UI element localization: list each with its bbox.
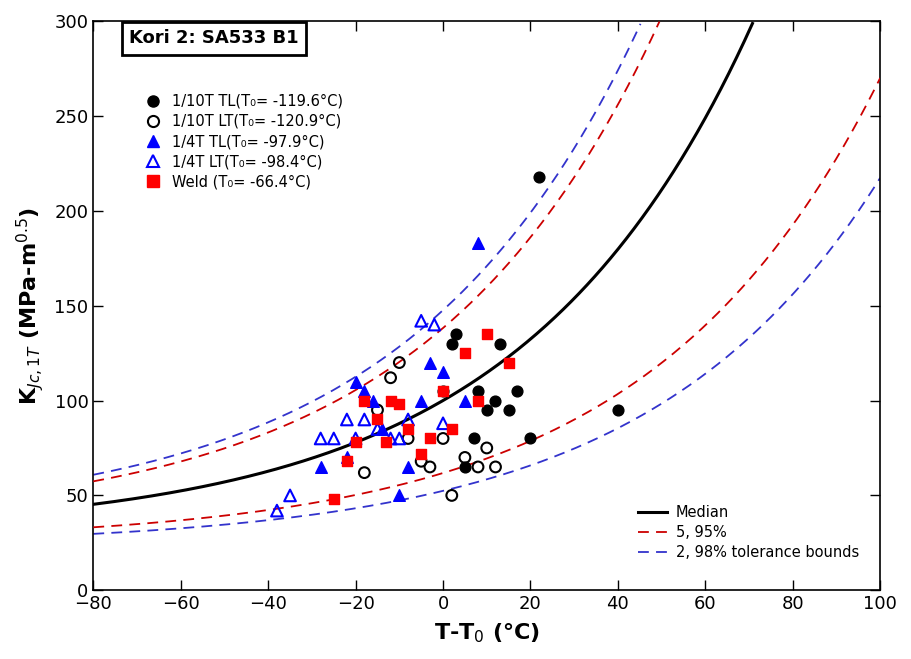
Point [357, 467, 372, 478]
Point [445, 490, 459, 501]
Point [479, 443, 494, 453]
Legend: Median, 5, 95%, 2, 98% tolerance bounds: Median, 5, 95%, 2, 98% tolerance bounds [632, 499, 865, 566]
Point [457, 348, 472, 358]
Point [340, 452, 354, 463]
Point [466, 433, 481, 444]
Point [501, 357, 516, 368]
Point [270, 505, 284, 516]
Point [435, 418, 450, 428]
Point [384, 433, 398, 444]
Point [471, 395, 486, 406]
Point [435, 367, 450, 378]
Point [423, 462, 437, 473]
Point [401, 433, 415, 444]
Point [423, 433, 437, 444]
Point [523, 433, 537, 444]
Point [348, 437, 363, 447]
Point [348, 376, 363, 387]
Point [326, 433, 341, 444]
Point [435, 433, 450, 444]
Point [379, 437, 394, 447]
Point [510, 386, 525, 396]
Point [401, 424, 415, 434]
Point [457, 452, 472, 463]
Point [479, 329, 494, 339]
Point [414, 456, 428, 467]
Point [471, 462, 486, 473]
Point [414, 316, 428, 326]
Point [348, 433, 363, 444]
Point [326, 494, 341, 505]
Point [435, 386, 450, 396]
Y-axis label: K$_{Jc,1T}$ (MPa-m$^{0.5}$): K$_{Jc,1T}$ (MPa-m$^{0.5}$) [14, 206, 46, 405]
Point [501, 405, 516, 415]
Point [374, 424, 389, 434]
Point [471, 386, 486, 396]
Point [435, 386, 450, 396]
Point [493, 338, 507, 349]
Point [401, 462, 415, 473]
Point [414, 395, 428, 406]
Point [392, 490, 406, 501]
Point [313, 433, 328, 444]
Point [357, 395, 372, 406]
Point [423, 357, 437, 368]
Point [449, 329, 464, 339]
Point [370, 405, 384, 415]
Point [445, 338, 459, 349]
Point [370, 415, 384, 425]
Point [401, 415, 415, 425]
Point [488, 462, 503, 473]
Point [532, 171, 547, 182]
Point [457, 395, 472, 406]
Point [414, 448, 428, 459]
Point [392, 357, 406, 368]
Point [357, 386, 372, 396]
Text: Kori 2: SA533 B1: Kori 2: SA533 B1 [128, 30, 299, 47]
X-axis label: T-T$_0$ (°C): T-T$_0$ (°C) [434, 621, 539, 645]
Point [445, 424, 459, 434]
Point [392, 433, 406, 444]
Point [370, 424, 384, 434]
Point [366, 395, 381, 406]
Point [392, 399, 406, 410]
Point [471, 238, 486, 248]
Point [282, 490, 297, 501]
Point [488, 395, 503, 406]
Point [340, 415, 354, 425]
Point [340, 456, 354, 467]
Point [479, 405, 494, 415]
Point [610, 405, 625, 415]
Point [313, 462, 328, 473]
Point [457, 462, 472, 473]
Point [384, 372, 398, 383]
Point [384, 395, 398, 406]
Point [357, 415, 372, 425]
Point [427, 320, 442, 330]
